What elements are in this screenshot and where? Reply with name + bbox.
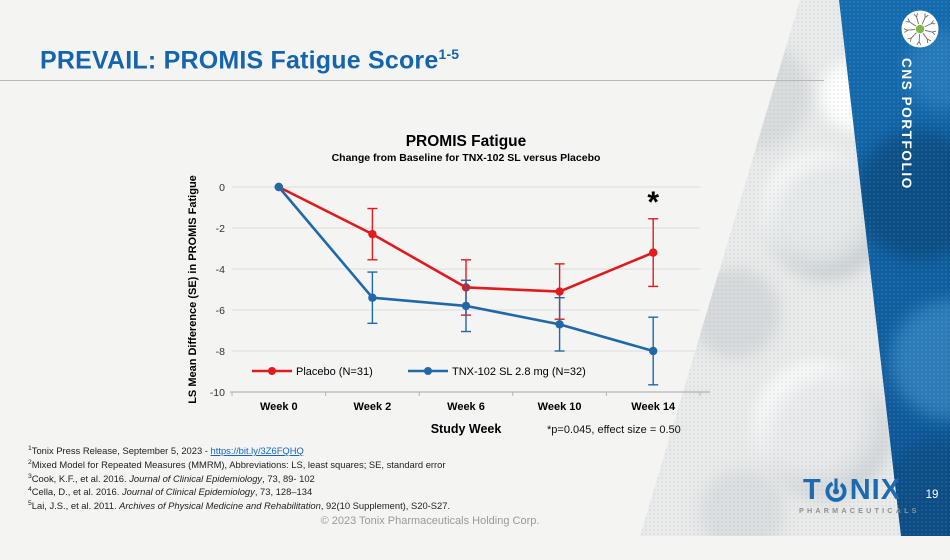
molecule-shape bbox=[890, 300, 950, 420]
title-divider bbox=[0, 80, 824, 81]
svg-text:*: * bbox=[647, 186, 659, 219]
slide: CNS PORTFOLIO 19 PREVAIL: PROMIS Fatigue… bbox=[0, 0, 950, 536]
svg-text:-10: -10 bbox=[210, 387, 225, 399]
svg-text:Week 14: Week 14 bbox=[631, 401, 676, 413]
svg-text:-6: -6 bbox=[216, 305, 225, 317]
footnote-link[interactable]: https://bit.ly/3Z6FQHQ bbox=[210, 445, 304, 457]
molecule-shape bbox=[855, 130, 950, 260]
svg-text:PROMIS Fatigue: PROMIS Fatigue bbox=[406, 133, 527, 150]
molecule-shape bbox=[905, 30, 950, 110]
tonix-o-icon bbox=[825, 478, 847, 502]
footnote: 5Lai, J.S., et al. 2011. Archives of Phy… bbox=[28, 500, 451, 512]
tonix-wordmark: T NIX bbox=[802, 474, 902, 506]
molecule-shape bbox=[690, 268, 780, 358]
cns-portfolio-label: CNS PORTFOLIO bbox=[899, 58, 914, 190]
molecule-shape bbox=[700, 40, 810, 150]
tonix-pharmaceuticals-label: PHARMACEUTICALS bbox=[799, 506, 920, 515]
footnotes: 1Tonix Press Release, September 5, 2023 … bbox=[28, 443, 450, 512]
molecule-shape bbox=[700, 470, 784, 536]
svg-text:Placebo (N=31): Placebo (N=31) bbox=[296, 366, 373, 378]
footnote: 4Cella, D., et al. 2016. Journal of Clin… bbox=[28, 486, 313, 498]
svg-text:Week 0: Week 0 bbox=[260, 401, 298, 413]
svg-text:TNX-102 SL 2.8 mg (N=32): TNX-102 SL 2.8 mg (N=32) bbox=[452, 366, 586, 378]
svg-text:Week 2: Week 2 bbox=[354, 401, 392, 413]
copyright-footer: © 2023 Tonix Pharmaceuticals Holding Cor… bbox=[320, 515, 540, 527]
promis-fatigue-chart: PROMIS Fatigue Change from Baseline for T… bbox=[187, 133, 710, 436]
svg-text:-4: -4 bbox=[216, 264, 225, 276]
svg-text:0: 0 bbox=[219, 182, 225, 194]
svg-text:*p=0.045, effect size = 0.50: *p=0.045, effect size = 0.50 bbox=[547, 424, 681, 436]
page-title: PREVAIL: PROMIS Fatigue Score1-5 bbox=[40, 46, 459, 75]
svg-text:Study Week: Study Week bbox=[431, 422, 502, 436]
footnote: 1Tonix Press Release, September 5, 2023 … bbox=[28, 445, 304, 457]
svg-text:Change from Baseline for TNX-1: Change from Baseline for TNX-102 SL vers… bbox=[332, 152, 601, 164]
footnote: 2Mixed Model for Repeated Measures (MMRM… bbox=[28, 458, 446, 470]
page-number: 19 bbox=[925, 489, 939, 501]
footnote: 3Cook, K.F., et al. 2016. Journal of Cli… bbox=[28, 472, 315, 484]
neuron-icon bbox=[900, 9, 940, 49]
svg-text:Week 10: Week 10 bbox=[538, 401, 582, 413]
svg-text:-2: -2 bbox=[216, 223, 225, 235]
page-title-superscript: 1-5 bbox=[438, 46, 460, 62]
svg-text:-8: -8 bbox=[216, 346, 225, 358]
svg-text:LS Mean Difference (SE) in PRO: LS Mean Difference (SE) in PROMIS Fatigu… bbox=[187, 175, 199, 404]
tonix-logo: T NIX PHARMACEUTICALS bbox=[799, 474, 920, 516]
svg-text:Week 6: Week 6 bbox=[447, 401, 485, 413]
page-title-text: PREVAIL: PROMIS Fatigue Score bbox=[40, 46, 439, 75]
